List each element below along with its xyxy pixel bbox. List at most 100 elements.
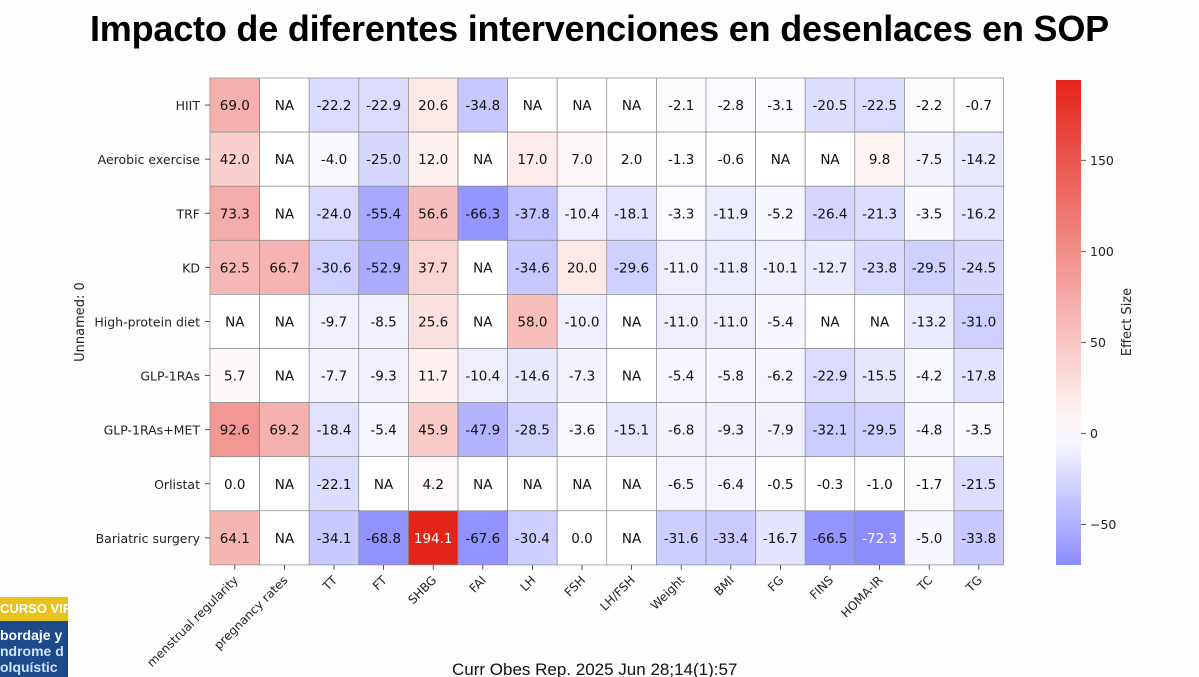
heatmap-cell-high-protein-diet-tg (953, 294, 1004, 349)
heatmap-value-label: 64.1 (220, 531, 250, 547)
heatmap-value-label: NA (870, 314, 890, 330)
heatmap-cell-high-protein-diet-fsh (556, 294, 608, 349)
heatmap-value-label: -29.5 (912, 260, 947, 276)
heatmap-value-label: -4.2 (916, 369, 942, 385)
heatmap-cell-high-protein-diet-menstrual-regularity (209, 294, 260, 349)
heatmap-value-label: -9.3 (718, 423, 744, 439)
heatmap-value-label: NA (473, 152, 493, 168)
heatmap-cell-high-protein-diet-fg (755, 294, 806, 349)
heatmap-cell-bariatric-surgery-lh (507, 510, 558, 566)
column-label-shbg: SHBG (405, 573, 439, 607)
heatmap-cell-glp-1ras-shbg (408, 348, 459, 403)
heatmap-value-label: NA (622, 314, 642, 330)
heatmap-value-label: -16.7 (763, 531, 798, 547)
heatmap-cell-trf-lh-fsh (606, 185, 657, 241)
slide-title: Impacto de diferentes intervenciones en … (90, 8, 1109, 49)
heatmap-cell-orlistat-lh-fsh (606, 456, 657, 512)
heatmap-value-label: -22.9 (813, 369, 848, 385)
heatmap-value-label: 58.0 (517, 314, 547, 330)
logo-line-1: CURSO VIR (0, 601, 68, 616)
heatmap-value-label: NA (572, 477, 592, 493)
column-label-tc: TC (914, 573, 935, 594)
heatmap-value-label: -7.9 (767, 423, 793, 439)
heatmap-value-label: -18.4 (317, 423, 352, 439)
column-label-bmi: BMI (711, 573, 737, 599)
heatmap-cell-aerobic-exercise-tg (953, 131, 1004, 187)
heatmap-value-label: 37.7 (418, 260, 448, 276)
column-label-menstrual-regularity: menstrual regularity (144, 573, 241, 670)
row-label-trf: TRF (175, 206, 200, 221)
row-label-orlistat: Orlistat (154, 477, 200, 492)
heatmap-value-label: -2.8 (718, 98, 744, 114)
heatmap-value-label: 4.2 (422, 477, 443, 493)
heatmap-cell-glp-1ras-pregnancy-rates (259, 348, 310, 403)
heatmap-value-label: -37.8 (515, 206, 550, 222)
heatmap-value-label: 69.2 (269, 423, 299, 439)
heatmap-value-label: -3.5 (966, 423, 992, 439)
heatmap-value-label: 73.3 (220, 206, 250, 222)
heatmap-cell-orlistat-tt (308, 456, 360, 512)
heatmap-value-label: 66.7 (269, 260, 299, 276)
column-label-tg: TG (963, 573, 985, 595)
heatmap-value-label: -3.1 (767, 98, 793, 114)
heatmap-value-label: NA (275, 98, 295, 114)
heatmap-cell-hiit-menstrual-regularity (209, 77, 260, 133)
heatmap-cell-kd-fsh (556, 239, 608, 295)
heatmap-cell-hiit-tc (904, 77, 955, 133)
heatmap-value-label: -20.5 (813, 98, 848, 114)
heatmap-cell-orlistat-pregnancy-rates (259, 456, 310, 512)
colorbar-tick-label: 0 (1090, 426, 1098, 441)
citation: Curr Obes Rep. 2025 Jun 28;14(1):57 (452, 660, 738, 677)
heatmap-value-label: NA (473, 260, 493, 276)
heatmap-cell-hiit-fsh (556, 77, 608, 133)
heatmap-cell-aerobic-exercise-lh (507, 131, 558, 187)
heatmap-cell-glp-1ras-met-fg (755, 402, 806, 458)
row-label-hiit: HIIT (176, 98, 201, 113)
heatmap-cell-high-protein-diet-shbg (408, 294, 459, 349)
heatmap-cell-glp-1ras-met-tt (308, 402, 360, 458)
heatmap-cell-orlistat-ft (358, 456, 409, 512)
heatmap-value-label: NA (275, 206, 295, 222)
heatmap-cell-aerobic-exercise-menstrual-regularity (209, 131, 260, 187)
heatmap-cell-glp-1ras-met-shbg (408, 402, 459, 458)
heatmap-cell-orlistat-lh (507, 456, 558, 512)
heatmap-cell-aerobic-exercise-weight (656, 131, 707, 187)
row-label-glp-1ras: GLP-1RAs (140, 369, 200, 384)
heatmap-value-label: -14.2 (961, 152, 996, 168)
heatmap-cell-trf-homa-ir (854, 185, 905, 241)
heatmap-value-label: 0.0 (571, 531, 592, 547)
colorbar-tick-label: 150 (1090, 153, 1114, 168)
heatmap-cell-bariatric-surgery-fg (755, 510, 806, 566)
heatmap-value-label: -26.4 (813, 206, 848, 222)
heatmap-cell-kd-tt (308, 239, 360, 295)
heatmap-cell-bariatric-surgery-fai (457, 510, 508, 566)
heatmap-value-label: 42.0 (220, 152, 250, 168)
heatmap-cell-trf-tt (308, 185, 360, 241)
heatmap-cell-hiit-fg (755, 77, 806, 133)
heatmap-value-label: NA (275, 152, 295, 168)
heatmap-value-label: -17.8 (961, 369, 996, 385)
heatmap-cell-aerobic-exercise-fsh (556, 131, 608, 187)
heatmap-value-label: -1.3 (668, 152, 694, 168)
heatmap-cell-orlistat-fsh (556, 456, 608, 512)
heatmap-cell-trf-tg (953, 185, 1004, 241)
heatmap-cell-aerobic-exercise-ft (358, 131, 409, 187)
heatmap-value-label: -31.6 (664, 531, 699, 547)
heatmap-cell-aerobic-exercise-fins (804, 131, 856, 187)
heatmap-cell-hiit-homa-ir (854, 77, 905, 133)
row-label-glp-1ras-met: GLP-1RAs+MET (104, 423, 201, 438)
heatmap-value-label: -6.5 (668, 477, 694, 493)
heatmap-value-label: -29.6 (614, 260, 649, 276)
heatmap-value-label: -10.4 (565, 206, 600, 222)
heatmap-cell-aerobic-exercise-fai (457, 131, 508, 187)
heatmap-value-label: 7.0 (571, 152, 592, 168)
heatmap-cell-glp-1ras-met-fins (804, 402, 856, 458)
heatmap-cell-kd-pregnancy-rates (259, 239, 310, 295)
heatmap-value-label: -10.4 (465, 369, 500, 385)
heatmap-value-label: -22.1 (317, 477, 352, 493)
heatmap-value-label: -1.0 (866, 477, 892, 493)
heatmap-value-label: 92.6 (220, 423, 250, 439)
heatmap-value-label: NA (622, 531, 642, 547)
heatmap-value-label: -0.5 (767, 477, 793, 493)
heatmap-cells: 69.0 NA -22.2 -22.9 20.6 -34.8 NA NA NA -2.1 -2.8 -… (209, 77, 1004, 566)
